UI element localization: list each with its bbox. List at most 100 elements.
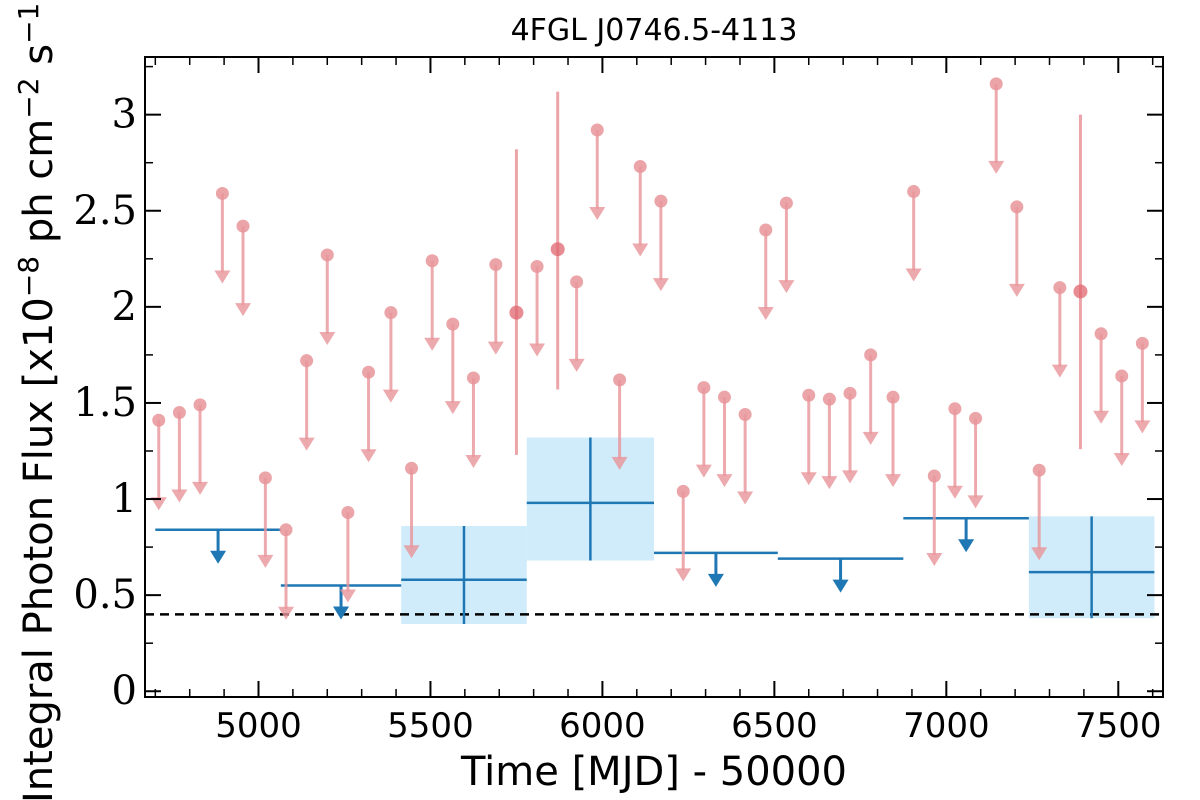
- monthly-upper-limit-arrow-head: [862, 431, 879, 445]
- monthly-upper-limit-marker: [927, 469, 941, 483]
- monthly-upper-limit-marker: [172, 406, 186, 420]
- y-tick-label: 1.5: [73, 380, 137, 426]
- monthly-upper-limit-marker: [907, 185, 921, 199]
- monthly-upper-limit-arrow-head: [716, 474, 733, 488]
- monthly-upper-limit-arrow-head: [192, 481, 209, 495]
- monthly-upper-limit-marker: [676, 484, 690, 498]
- axis-ticks: 0 0.5 1 1.5 2 2.5 3 5000 5500 6000 6500 7000 7500: [73, 57, 1163, 746]
- monthly-upper-limit-marker: [279, 523, 293, 537]
- monthly-upper-limit-marker: [779, 196, 793, 210]
- y-axis-label-part: Integral Photon Flux [x10: [16, 297, 62, 800]
- x-axis-label: Time [MJD] - 50000: [460, 749, 847, 795]
- x-tick-label: 7500: [1075, 706, 1162, 746]
- monthly-upper-limit-arrow-head: [1113, 453, 1130, 467]
- y-axis-label-part: s: [16, 44, 62, 78]
- monthly-upper-limit-arrow-head: [529, 343, 546, 357]
- y-axis-label-exponent: −1: [12, 3, 45, 44]
- monthly-upper-limit-arrow-head: [800, 472, 817, 486]
- chart-title: 4FGL J0746.5-4113: [511, 13, 798, 48]
- y-axis-label-exponent: −2: [12, 77, 45, 118]
- monthly-upper-limit-marker: [1115, 369, 1129, 383]
- monthly-upper-limit-arrow-head: [1031, 547, 1048, 561]
- monthly-upper-limit-marker: [613, 373, 627, 387]
- monthly-upper-limit-marker: [300, 354, 314, 368]
- monthly-detection-marker: [1073, 284, 1088, 299]
- x-tick-label: 6000: [559, 706, 646, 746]
- monthly-upper-limit-arrow-head: [568, 358, 585, 372]
- monthly-upper-limit-marker: [654, 194, 668, 208]
- y-tick-label: 1: [112, 476, 137, 522]
- monthly-upper-limit-arrow-head: [988, 160, 1005, 174]
- monthly-upper-limit-arrow-head: [444, 401, 461, 415]
- y-tick-label: 0.5: [73, 572, 137, 618]
- monthly-upper-limit-arrow-head: [675, 568, 692, 582]
- monthly-upper-limit-marker: [633, 160, 647, 174]
- yearly-upper-limit-arrow-head: [832, 579, 849, 593]
- y-axis-label-part: ]: [16, 0, 62, 3]
- monthly-upper-limit-marker: [864, 348, 878, 362]
- x-tick-label: 6500: [731, 706, 818, 746]
- monthly-upper-limit-arrow-head: [214, 270, 231, 284]
- y-tick-label: 2.5: [73, 188, 137, 234]
- monthly-upper-limit-arrow-head: [1093, 410, 1110, 424]
- monthly-upper-limit-arrow-head: [842, 470, 859, 484]
- monthly-upper-limit-marker: [530, 259, 544, 273]
- monthly-upper-limit-arrow-head: [1008, 283, 1025, 297]
- monthly-upper-limit-marker: [215, 186, 229, 200]
- monthly-upper-limit-marker: [1032, 463, 1046, 477]
- monthly-upper-limit-marker: [193, 398, 207, 412]
- yearly-upper-limit-arrow-head: [210, 550, 227, 564]
- monthly-upper-limit-marker: [466, 371, 480, 385]
- x-tick-label: 7000: [903, 706, 990, 746]
- y-axis-label: Integral Photon Flux [x10−8 ph cm−2 s−1]: [12, 0, 62, 800]
- monthly-upper-limit-marker: [738, 407, 752, 421]
- monthly-upper-limit-marker: [258, 471, 272, 485]
- x-tick-label: 5500: [387, 706, 474, 746]
- x-tick-label: 5000: [215, 706, 302, 746]
- monthly-upper-limit-arrow-head: [465, 454, 482, 468]
- monthly-upper-limit-arrow-head: [885, 474, 902, 488]
- y-tick-label: 3: [112, 92, 137, 138]
- monthly-upper-limit-marker: [489, 258, 503, 272]
- monthly-upper-limit-marker: [1010, 200, 1024, 214]
- monthly-upper-limit-marker: [152, 413, 166, 427]
- monthly-upper-limit-arrow-head: [589, 207, 606, 221]
- monthly-upper-limit-arrow-head: [757, 306, 774, 320]
- monthly-upper-limit-arrow-head: [403, 545, 420, 559]
- monthly-upper-limit-arrow-head: [171, 489, 188, 503]
- monthly-upper-limit-marker: [1053, 281, 1067, 295]
- yearly-upper-limit-arrow-head: [958, 539, 975, 553]
- monthly-upper-limit-marker: [697, 381, 711, 395]
- monthly-detection-marker: [550, 242, 565, 257]
- monthly-upper-limit-marker: [822, 392, 836, 406]
- monthly-upper-limit-arrow-head: [778, 280, 795, 294]
- monthly-upper-limit-arrow-head: [235, 303, 252, 317]
- monthly-upper-limit-marker: [570, 275, 584, 289]
- monthly-upper-limit-arrow-head: [611, 456, 628, 470]
- monthly-detection-marker: [509, 305, 524, 320]
- monthly-upper-limit-arrow-head: [926, 552, 943, 566]
- monthly-upper-limit-marker: [1135, 336, 1149, 350]
- monthly-upper-limit-arrow-head: [257, 554, 274, 568]
- monthly-upper-limit-marker: [843, 386, 857, 400]
- monthly-upper-limit-marker: [1094, 327, 1108, 341]
- monthly-upper-limit-arrow-head: [695, 464, 712, 478]
- monthly-upper-limit-arrow-head: [278, 606, 295, 620]
- monthly-upper-limit-arrow-head: [319, 331, 336, 345]
- monthly-upper-limit-arrow-head: [1051, 364, 1068, 378]
- y-tick-label: 2: [112, 284, 137, 330]
- monthly-upper-limit-arrow-head: [339, 589, 356, 603]
- monthly-upper-limit-marker: [236, 219, 250, 233]
- monthly-upper-limit-marker: [718, 390, 732, 404]
- yearly-series: [155, 437, 1155, 624]
- monthly-upper-limit-marker: [362, 365, 376, 379]
- monthly-upper-limit-arrow-head: [1134, 420, 1151, 434]
- monthly-upper-limit-arrow-head: [298, 437, 315, 451]
- monthly-upper-limit-arrow-head: [946, 485, 963, 499]
- monthly-upper-limit-marker: [320, 248, 334, 262]
- monthly-upper-limit-arrow-head: [737, 491, 754, 505]
- monthly-upper-limit-arrow-head: [487, 341, 504, 355]
- monthly-upper-limit-marker: [969, 411, 983, 425]
- monthly-upper-limit-marker: [384, 306, 398, 320]
